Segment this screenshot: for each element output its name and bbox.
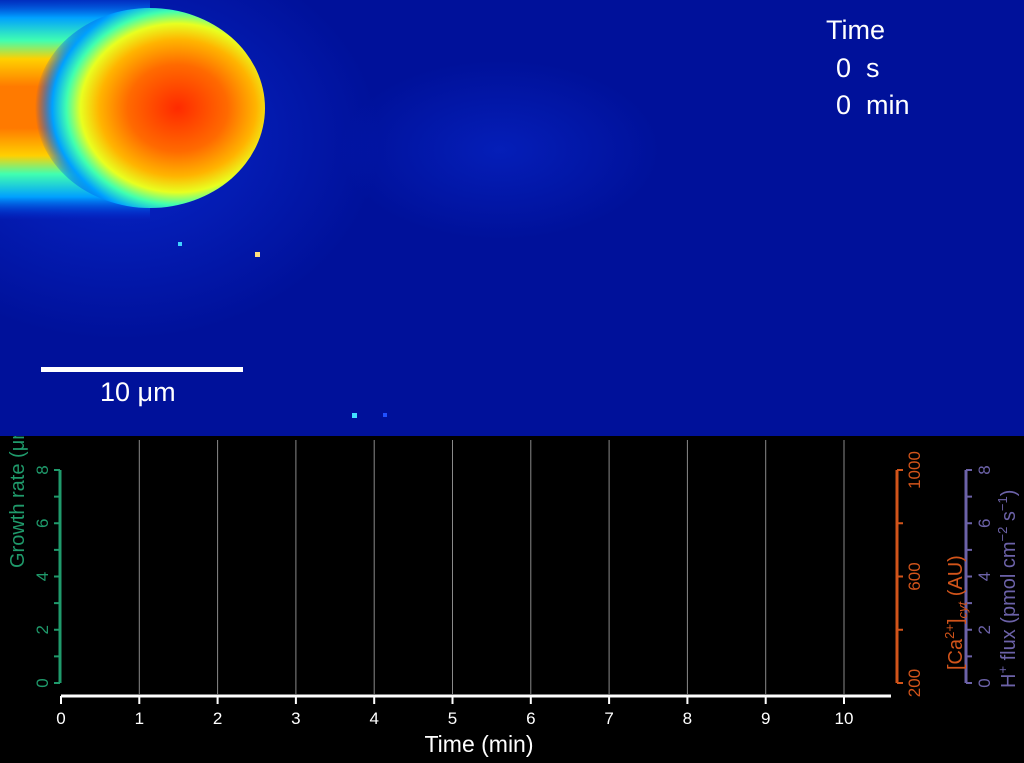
proton-axis-tick-label: 2 [975,625,994,634]
calcium-axis: 200 600 1000 [895,451,924,697]
growth-axis-tick-label: 4 [33,572,52,581]
gridlines [138,440,845,694]
x-tick-label: 2 [213,709,222,728]
proton-flux-axis: 0 2 4 6 8 [964,465,994,688]
calcium-axis-tick-label: 200 [905,669,924,697]
calcium-axis-label: [Ca2+]cyt (AU) [942,555,970,670]
growth-axis-tick-label: 0 [33,678,52,687]
time-seconds: 0 s [836,53,880,83]
time-minutes: 0 min [836,90,910,120]
calcium-axis-tick-label: 1000 [905,451,924,489]
time-axis: 0 1 2 3 4 5 6 7 8 9 10 [56,694,891,728]
time-series-chart: 0 1 2 3 4 5 6 7 8 9 10 0 2 4 6 8 200 600 1000 0 2 4 6 8 Time… [4,436,1020,757]
x-tick-label: 6 [526,709,535,728]
proton-axis-tick-label: 8 [975,465,994,474]
growth-rate-axis: 0 2 4 6 8 [33,465,62,688]
x-tick-label: 8 [683,709,692,728]
growth-axis-tick-label: 6 [33,519,52,528]
x-axis-label: Time (min) [424,731,533,757]
x-tick-label: 10 [835,709,854,728]
x-tick-label: 7 [604,709,613,728]
proton-axis-tick-label: 6 [975,519,994,528]
calcium-image: Time 0 s 0 min 10 μm [0,0,1024,436]
x-tick-label: 9 [761,709,770,728]
x-tick-label: 0 [56,709,65,728]
proton-axis-label: H+ flux (pmol cm−2 s−1) [995,490,1020,688]
pollen-tube-image [0,0,660,418]
growth-axis-tick-label: 2 [33,625,52,634]
proton-axis-tick-label: 0 [975,678,994,687]
x-tick-label: 3 [291,709,300,728]
scale-bar [41,367,243,372]
x-tick-label: 5 [448,709,457,728]
growth-axis-label: Growth rate (μm min−1) [4,436,29,568]
time-title: Time [826,15,885,45]
scale-bar-label: 10 μm [100,377,176,407]
proton-axis-tick-label: 4 [975,572,994,581]
calcium-axis-tick-label: 600 [905,562,924,590]
x-tick-label: 4 [369,709,378,728]
x-tick-label: 1 [135,709,144,728]
growth-axis-tick-label: 8 [33,465,52,474]
